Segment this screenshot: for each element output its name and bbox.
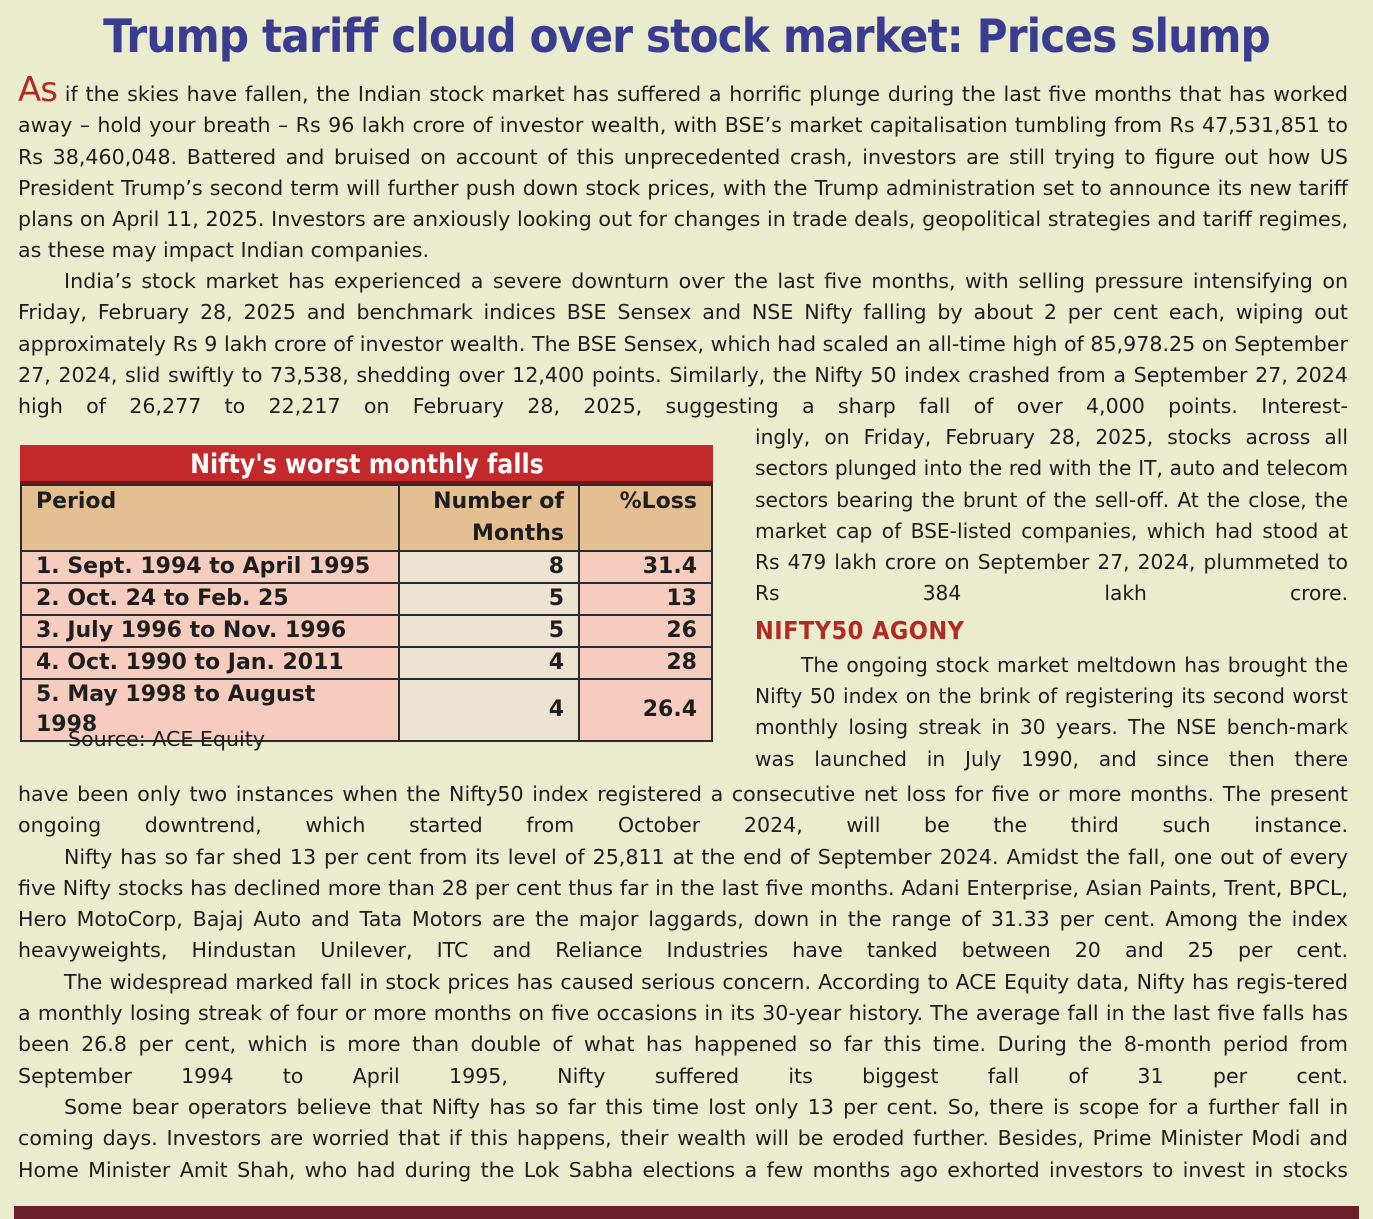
table-row: 2. Oct. 24 to Feb. 25 5 13 xyxy=(20,582,713,616)
row-loss: 13 xyxy=(578,582,713,616)
bottom-paragraph: The widespread marked fall in stock pric… xyxy=(18,969,1348,1088)
row-period: 5. May 1998 to August 1998 xyxy=(20,678,400,742)
row-loss: 31.4 xyxy=(578,550,713,584)
header-loss: %Loss xyxy=(578,484,713,552)
table-row: 5. May 1998 to August 1998 4 26.4 xyxy=(20,678,713,742)
row-months: 8 xyxy=(398,550,580,584)
row-months: 5 xyxy=(398,614,580,648)
table-row: 3. July 1996 to Nov. 1996 5 26 xyxy=(20,614,713,648)
article-title: Trump tariff cloud over stock market: Pr… xyxy=(103,9,1271,63)
row-months: 5 xyxy=(398,582,580,616)
row-period: 1. Sept. 1994 to April 1995 xyxy=(20,550,400,584)
row-loss: 26.4 xyxy=(578,678,713,742)
header-months: Number of Months xyxy=(398,484,580,552)
side-paragraph: ingly, on Friday, February 28, 2025, sto… xyxy=(755,425,1348,606)
nifty-table: Nifty's worst monthly falls Period Numbe… xyxy=(20,445,713,742)
footer-bar xyxy=(14,1206,1359,1219)
row-period: 4. Oct. 1990 to Jan. 2011 xyxy=(20,646,400,680)
bottom-paragraphs: have been only two instances when the Ni… xyxy=(18,779,1348,1186)
intro-paragraph: As if the skies have fallen, the Indian … xyxy=(18,73,1348,267)
side-paragraph-2: The ongoing stock market meltdown has br… xyxy=(755,652,1348,771)
header-period: Period xyxy=(20,484,400,552)
drop-cap: As xyxy=(18,70,58,110)
table-title: Nifty's worst monthly falls xyxy=(20,445,713,484)
row-period: 2. Oct. 24 to Feb. 25 xyxy=(20,582,400,616)
row-loss: 28 xyxy=(578,646,713,680)
section-subhead: NIFTY50 AGONY xyxy=(755,615,965,645)
table-row: 1. Sept. 1994 to April 1995 8 31.4 xyxy=(20,550,713,584)
table-source: Source: ACE Equity xyxy=(68,727,265,751)
bottom-paragraph: have been only two instances when the Ni… xyxy=(18,782,1348,838)
row-months: 4 xyxy=(398,678,580,742)
paragraph-2-text: India’s stock market has experienced a s… xyxy=(18,269,1348,419)
table-header-row: Period Number of Months %Loss xyxy=(20,484,713,552)
paragraph-2: India’s stock market has experienced a s… xyxy=(18,266,1348,422)
row-loss: 26 xyxy=(578,614,713,648)
row-period: 3. July 1996 to Nov. 1996 xyxy=(20,614,400,648)
table-row: 4. Oct. 1990 to Jan. 2011 4 28 xyxy=(20,646,713,680)
bottom-paragraph: Nifty has so far shed 13 per cent from i… xyxy=(18,844,1348,963)
table-body: Period Number of Months %Loss 1. Sept. 19… xyxy=(20,484,713,742)
row-months: 4 xyxy=(398,646,580,680)
bottom-paragraph: Some bear operators believe that Nifty h… xyxy=(18,1094,1348,1182)
side-column: ingly, on Friday, February 28, 2025, sto… xyxy=(755,422,1348,775)
intro-text: if the skies have fallen, the Indian sto… xyxy=(18,82,1348,263)
